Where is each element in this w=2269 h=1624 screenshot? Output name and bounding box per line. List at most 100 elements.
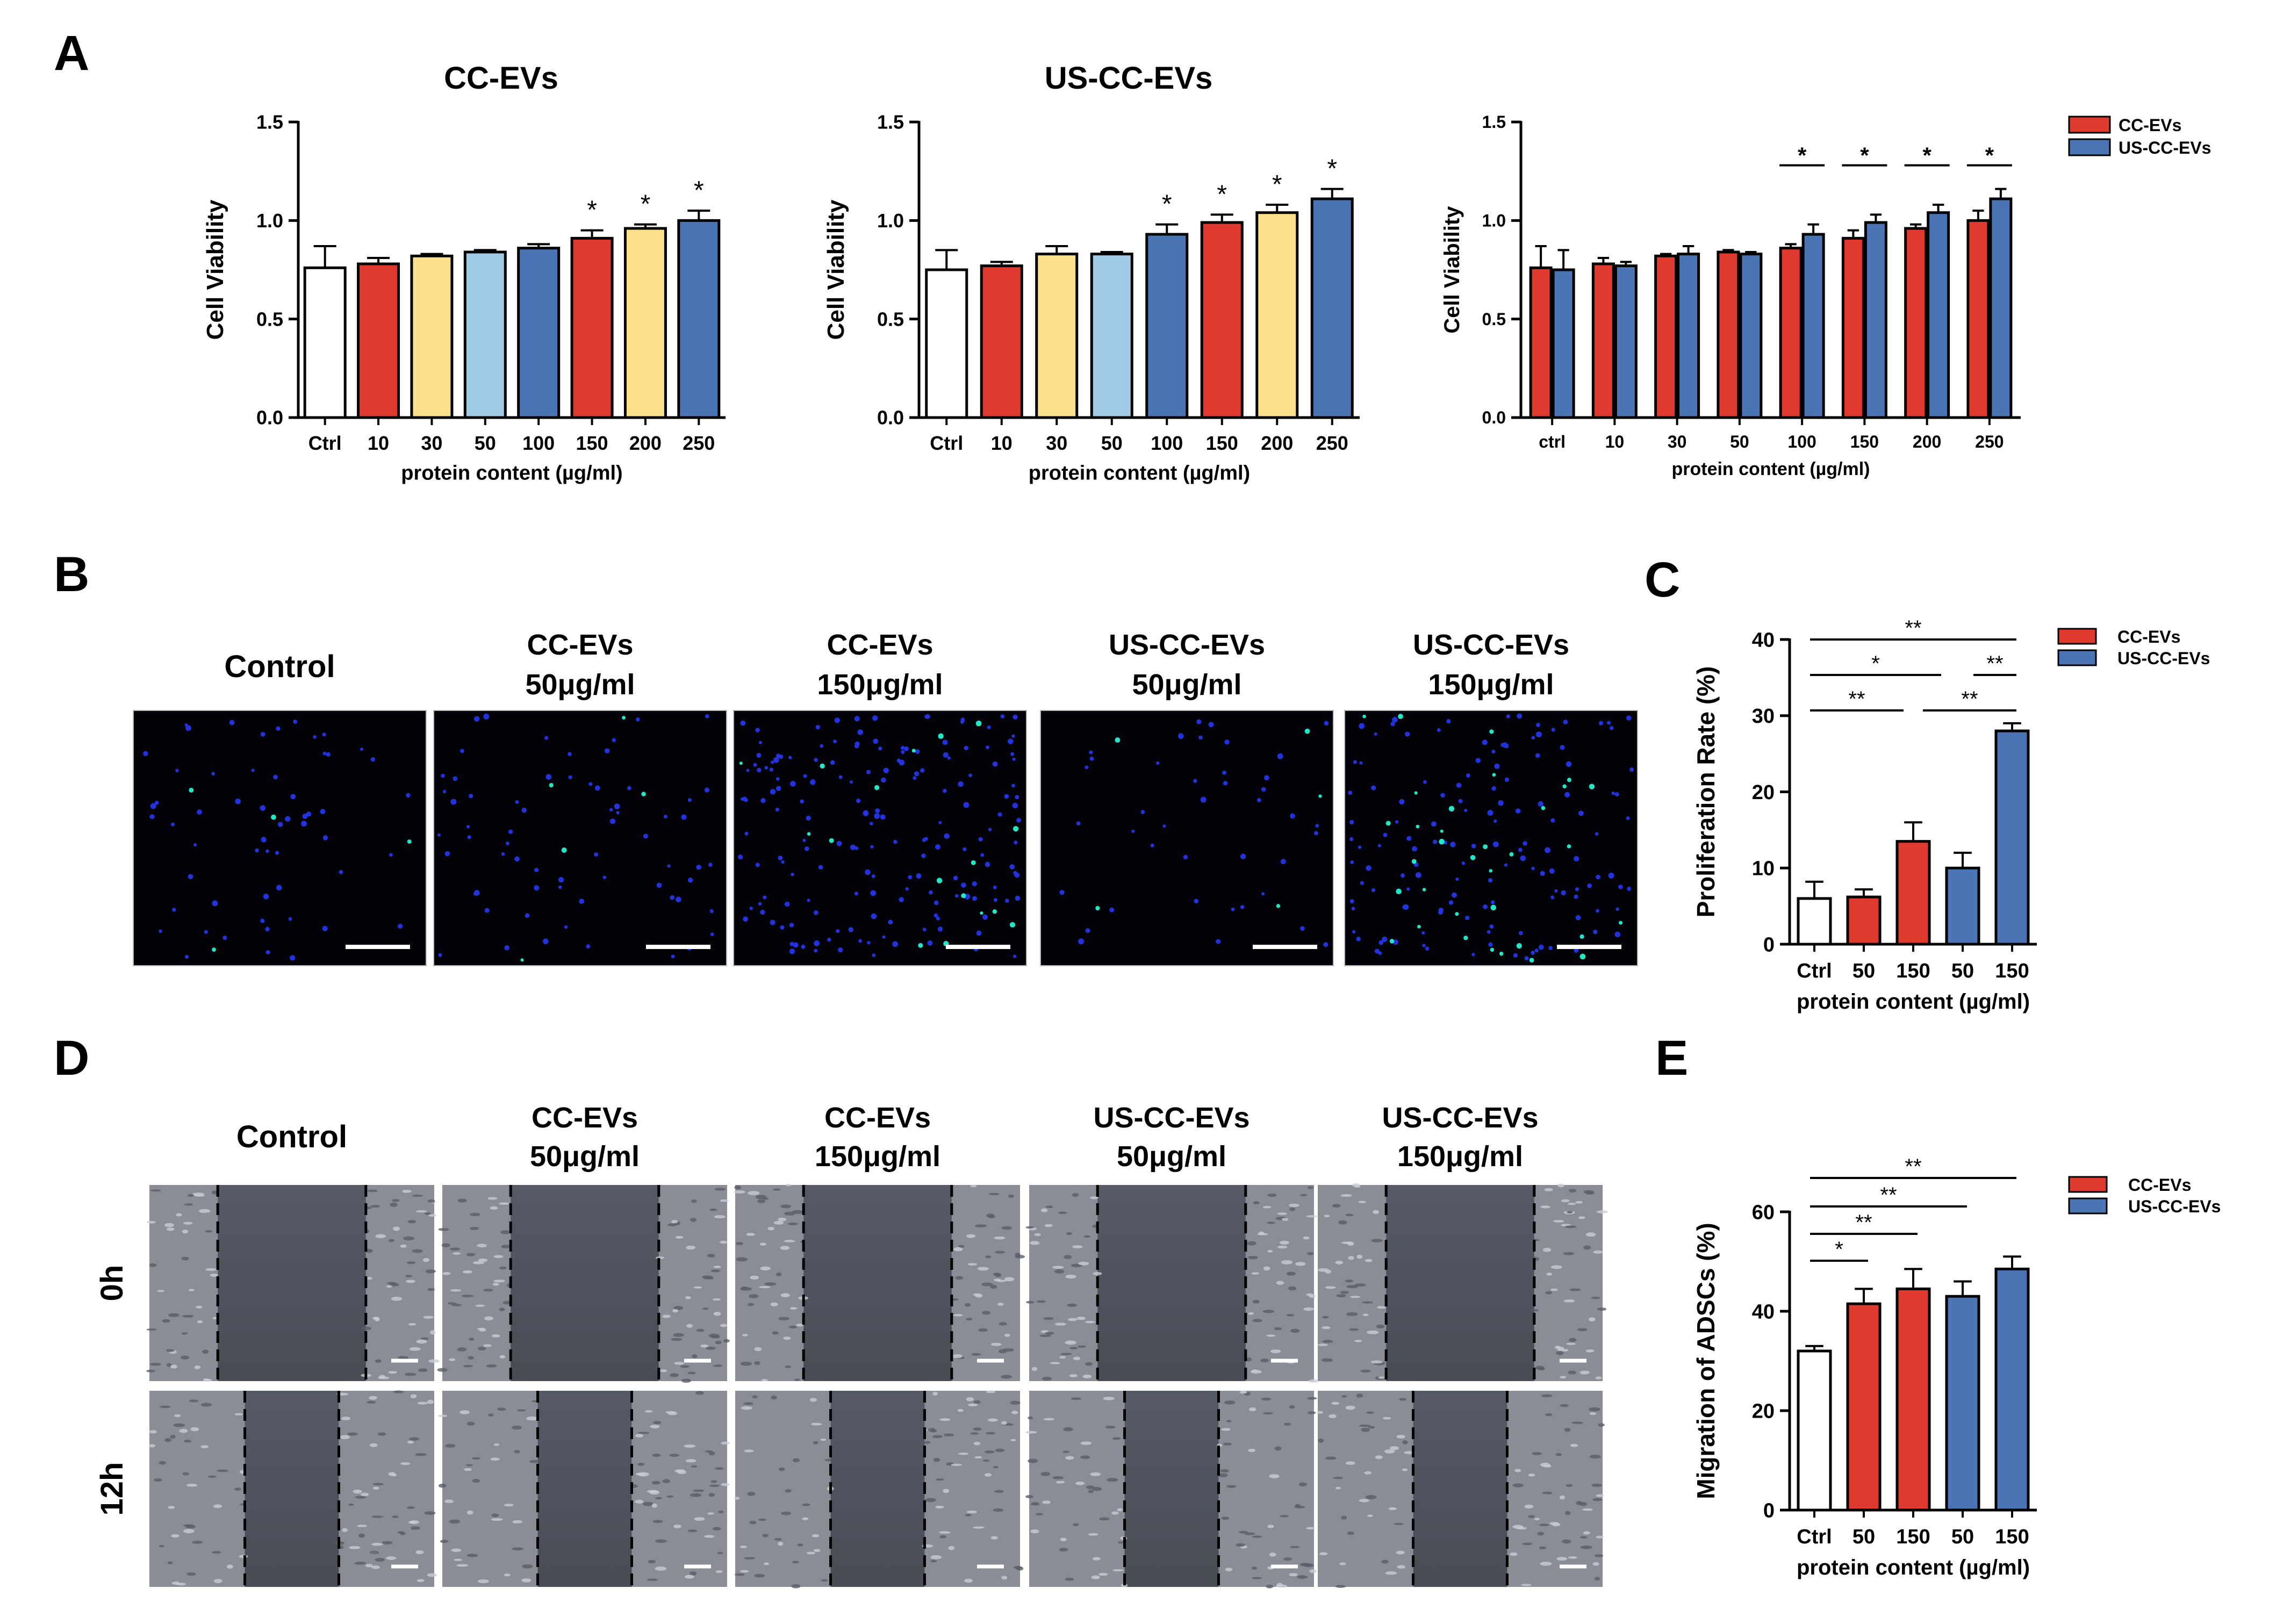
cell-texture — [1390, 1446, 1399, 1450]
cell-nucleus — [1352, 930, 1356, 934]
cell-texture — [988, 1192, 1000, 1196]
cell-nucleus — [1085, 928, 1090, 933]
column-header: US-CC-EVs — [1109, 629, 1265, 661]
y-axis-label: Proliferation Rate (%) — [1692, 666, 1720, 918]
cell-texture — [684, 1444, 696, 1448]
panel-b-edu-images: ControlCC-EVs50μg/mlCC-EVs150μg/mlUS-CC-… — [133, 629, 1638, 966]
cell-texture — [1226, 1420, 1232, 1422]
x-tick-label: 10 — [991, 432, 1013, 454]
cell-nucleus — [193, 843, 197, 847]
cell-nucleus — [709, 909, 714, 913]
cell-nucleus — [893, 839, 897, 844]
cell-texture — [1521, 1584, 1532, 1586]
cell-texture — [182, 1472, 190, 1476]
cell-texture — [1550, 1288, 1558, 1291]
cell-texture — [1373, 1210, 1379, 1215]
cell-texture — [1591, 1483, 1602, 1487]
cell-nucleus — [1534, 948, 1539, 953]
cell-texture — [192, 1192, 204, 1196]
cell-nucleus — [836, 840, 842, 846]
cell-texture — [691, 1199, 697, 1203]
cell-nucleus — [1538, 801, 1543, 807]
cell-texture — [428, 1359, 440, 1363]
cell-nucleus — [869, 822, 873, 825]
cell-texture — [650, 1425, 660, 1429]
cell-nucleus — [154, 801, 159, 805]
cell-texture — [1043, 1418, 1055, 1421]
cell-nucleus — [922, 928, 927, 932]
cell-nucleus — [838, 775, 843, 779]
cell-texture — [1267, 1525, 1274, 1528]
bar-red — [1895, 840, 1931, 946]
cell-texture — [1567, 1211, 1573, 1214]
cell-texture — [437, 1414, 448, 1417]
cell-texture — [457, 1198, 467, 1203]
cell-texture — [493, 1443, 500, 1446]
cell-texture — [647, 1490, 658, 1493]
cell-texture — [491, 1334, 500, 1338]
cell-nucleus — [271, 814, 276, 820]
cell-texture — [925, 1498, 937, 1503]
cell-nucleus — [288, 917, 292, 921]
cell-texture — [1282, 1218, 1289, 1221]
bar-lightblue — [463, 250, 507, 419]
cell-nucleus — [1439, 838, 1445, 845]
cell-texture — [1248, 1255, 1258, 1260]
cell-nucleus — [1627, 886, 1632, 891]
panel-letter-c: C — [1645, 552, 1680, 607]
cell-nucleus — [1378, 951, 1382, 955]
cell-texture — [190, 1427, 199, 1432]
cell-nucleus — [473, 889, 480, 896]
cell-nucleus — [1466, 773, 1470, 778]
cell-nucleus — [972, 896, 977, 901]
significance-star: ** — [1880, 1183, 1897, 1207]
cell-nucleus — [1156, 761, 1160, 765]
cell-texture — [1105, 1425, 1116, 1429]
cell-texture — [500, 1230, 511, 1234]
cell-texture — [226, 1564, 233, 1569]
cell-nucleus — [1013, 714, 1018, 720]
panel-letter-a: A — [54, 26, 89, 81]
cell-texture — [1297, 1575, 1308, 1579]
significance-star: ** — [1961, 687, 1978, 711]
bar-yellow — [410, 254, 454, 419]
bar-blue — [1945, 1295, 1980, 1512]
cell-nucleus — [1498, 800, 1504, 806]
cell-nucleus — [1390, 722, 1395, 727]
cell-texture — [984, 1450, 995, 1454]
y-tick-label: 1.5 — [877, 111, 904, 133]
cell-nucleus — [1196, 719, 1202, 724]
cell-texture — [462, 1270, 472, 1274]
cell-texture — [355, 1496, 367, 1499]
cell-nucleus — [1223, 781, 1228, 786]
cell-texture — [665, 1411, 676, 1414]
cell-texture — [1540, 1562, 1552, 1566]
x-tick-label: 150 — [1896, 960, 1930, 982]
cell-texture — [690, 1493, 702, 1497]
cell-nucleus — [627, 786, 631, 791]
cell-texture — [1258, 1231, 1265, 1235]
cell-nucleus — [1531, 866, 1535, 871]
cell-texture — [1325, 1456, 1337, 1460]
cell-nucleus — [1549, 868, 1555, 874]
cell-nucleus — [1353, 760, 1357, 764]
cell-nucleus — [760, 797, 766, 803]
cell-texture — [205, 1268, 217, 1271]
cell-texture — [1592, 1498, 1603, 1501]
cell-texture — [388, 1472, 396, 1476]
cell-nucleus — [1276, 904, 1281, 908]
cell-nucleus — [964, 745, 968, 751]
cell-nucleus — [370, 757, 375, 762]
cell-texture — [470, 1227, 479, 1231]
cell-nucleus — [871, 913, 877, 919]
cell-texture — [171, 1534, 179, 1538]
cell-nucleus — [961, 882, 966, 888]
cell-nucleus — [901, 750, 905, 754]
cell-nucleus — [1550, 818, 1555, 823]
cell-nucleus — [953, 875, 958, 881]
cell-texture — [1252, 1535, 1262, 1538]
cell-texture — [659, 1369, 667, 1373]
y-tick-label: 1.5 — [256, 111, 283, 133]
cell-texture — [157, 1290, 165, 1292]
